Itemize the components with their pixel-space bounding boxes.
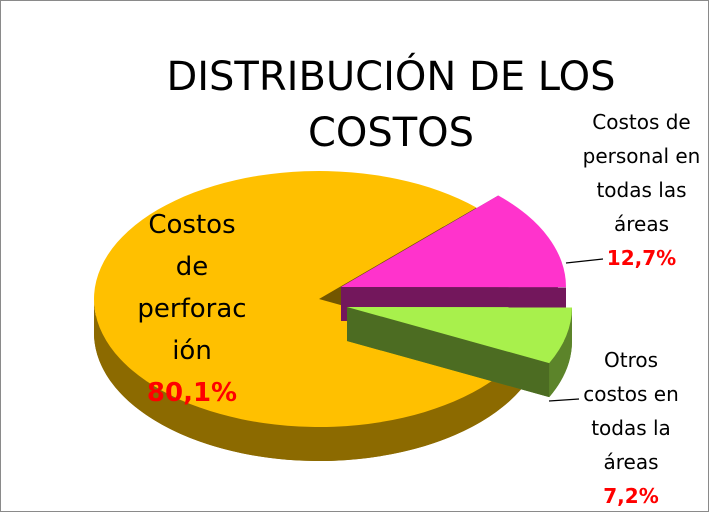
slice-label: Costos de perforación 80,1% <box>136 204 248 414</box>
category-label: Otros costos en todas la áreas <box>583 348 679 474</box>
slice-label: Otros costos en todas la áreas 7,2% <box>576 343 686 511</box>
value-label: 80,1% <box>146 378 238 408</box>
pie-slice <box>94 170 522 427</box>
chart-title: DISTRIBUCIÓN DE LOS COSTOS <box>166 54 616 156</box>
pie-slice <box>347 307 572 364</box>
slice-label: Costos de personal en todas las áreas 12… <box>579 105 704 275</box>
slice-side <box>549 307 572 398</box>
leader-line <box>548 398 580 402</box>
value-label: 12,7% <box>606 246 677 270</box>
slice-side <box>94 299 522 461</box>
category-label: Costos de perforación <box>137 210 247 366</box>
pie-slice <box>341 195 566 288</box>
slice-wall <box>347 307 550 398</box>
leader-line <box>565 258 604 264</box>
value-label: 7,2% <box>603 484 659 508</box>
category-label: Costos de personal en todas las áreas <box>582 110 701 236</box>
